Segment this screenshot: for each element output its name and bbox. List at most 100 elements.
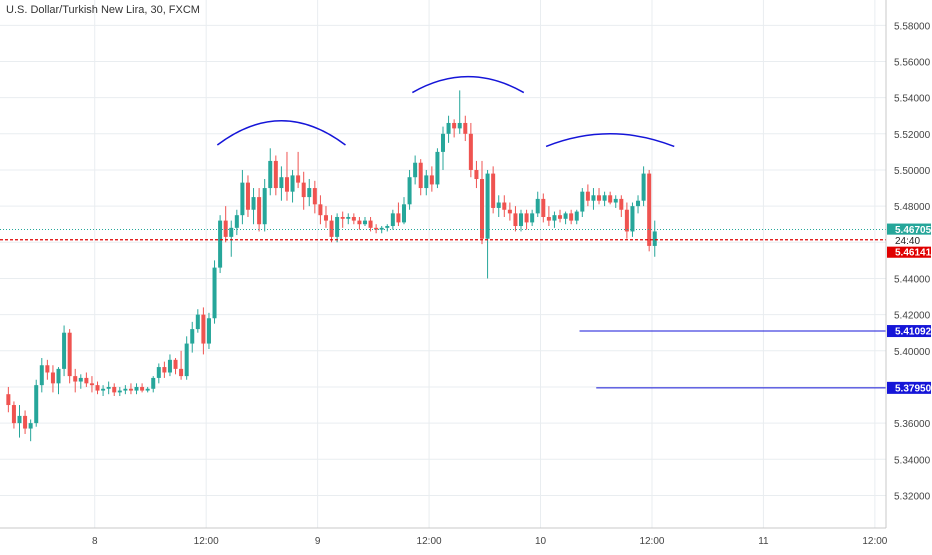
candle-body xyxy=(223,220,228,237)
y-tick-label: 5.34000 xyxy=(894,455,931,466)
candle xyxy=(362,216,367,227)
candle-body xyxy=(613,198,618,203)
candle-body xyxy=(245,182,250,210)
candle-body xyxy=(162,367,167,373)
candle xyxy=(323,206,328,228)
candle-body xyxy=(78,377,83,382)
candle xyxy=(641,166,646,207)
candle-body xyxy=(312,188,317,205)
support-price-label: 5.37950 xyxy=(887,381,932,394)
candle-body xyxy=(457,122,462,129)
pattern-arc xyxy=(545,133,675,148)
candle xyxy=(190,321,195,353)
candle-body xyxy=(340,216,345,219)
candle-body xyxy=(463,122,468,134)
candle-body xyxy=(95,385,100,391)
candle xyxy=(480,160,485,245)
candle-body xyxy=(580,191,585,212)
candle-body xyxy=(123,388,128,391)
candle-body xyxy=(496,202,501,208)
candle-body xyxy=(218,220,223,268)
candle xyxy=(407,169,412,210)
candle-body xyxy=(128,388,133,391)
candle-body xyxy=(351,216,356,221)
candle-body xyxy=(636,200,641,207)
candles xyxy=(6,90,657,442)
candle-body xyxy=(62,332,67,369)
candle xyxy=(418,159,423,196)
candle xyxy=(73,368,78,393)
y-tick-label: 5.52000 xyxy=(894,130,931,141)
candle-body xyxy=(323,215,328,221)
candle xyxy=(647,169,652,252)
chart-title: U.S. Dollar/Turkish New Lira, 30, FXCM xyxy=(6,4,200,16)
candle-body xyxy=(6,394,11,406)
candle xyxy=(563,211,568,225)
candle-body xyxy=(446,122,451,134)
candle xyxy=(630,202,635,237)
pattern-arcs xyxy=(216,75,675,148)
candle-body xyxy=(424,175,429,189)
x-tick-label: 9 xyxy=(315,536,321,547)
candle xyxy=(474,160,479,189)
candle xyxy=(290,169,295,203)
candle-body xyxy=(117,390,122,393)
current-price-label-bg xyxy=(887,223,931,236)
candle-body xyxy=(145,388,150,391)
candle xyxy=(234,209,239,236)
candle xyxy=(206,312,211,349)
candle xyxy=(613,195,618,208)
candle-body xyxy=(301,182,306,198)
price-axis[interactable]: 5.320005.340005.360005.380005.400005.420… xyxy=(885,0,932,528)
candle xyxy=(569,209,574,225)
y-tick-label: 5.40000 xyxy=(894,347,931,358)
candle xyxy=(535,191,540,217)
candle-body xyxy=(56,368,61,384)
candle-body xyxy=(251,197,256,210)
candle xyxy=(396,202,401,227)
candle xyxy=(128,383,133,395)
candle xyxy=(463,115,468,142)
candle-body xyxy=(368,220,373,228)
y-tick-label: 5.56000 xyxy=(894,57,931,68)
candle xyxy=(452,119,457,138)
support-price-label-bg xyxy=(887,381,931,394)
candle xyxy=(62,325,67,377)
candle xyxy=(156,363,161,384)
candle-body xyxy=(112,386,117,393)
candle-body xyxy=(73,376,78,382)
candle xyxy=(485,169,490,279)
pattern-arc xyxy=(411,75,525,94)
candle xyxy=(6,386,11,413)
candle xyxy=(279,166,284,201)
candle xyxy=(50,365,55,393)
candle-body xyxy=(167,359,172,373)
candle-body xyxy=(212,267,217,319)
x-tick-label: 12:00 xyxy=(862,536,887,547)
candle-body xyxy=(329,220,334,237)
candle xyxy=(257,188,262,232)
candle xyxy=(262,179,267,232)
y-tick-label: 5.58000 xyxy=(894,21,931,32)
candle xyxy=(329,215,334,243)
countdown-label: 24:40 xyxy=(887,234,931,247)
y-tick-label: 5.54000 xyxy=(894,94,931,105)
candle xyxy=(167,354,172,377)
candle xyxy=(145,386,150,393)
candle-body xyxy=(234,215,239,228)
candle-body xyxy=(519,213,524,227)
candle-body xyxy=(290,175,295,192)
candle-body xyxy=(569,213,574,221)
candle xyxy=(507,202,512,221)
candle-body xyxy=(530,213,535,223)
candle xyxy=(34,379,39,427)
candle xyxy=(413,155,418,185)
candle xyxy=(201,307,206,355)
x-tick-label: 12:00 xyxy=(194,536,219,547)
candle-body xyxy=(262,188,267,225)
candle-body xyxy=(101,388,106,391)
candle-body xyxy=(435,151,440,185)
time-axis[interactable]: 8 12:00 9 12:00 10 12:00 11 12:00 xyxy=(0,527,888,547)
candle xyxy=(530,209,535,227)
